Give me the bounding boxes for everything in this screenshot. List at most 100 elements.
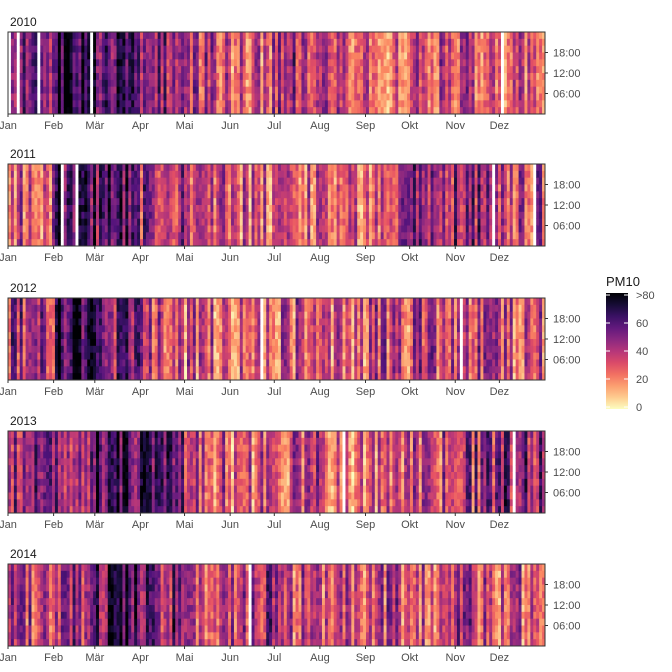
heatmap-cell xyxy=(178,66,182,74)
heatmap-cell xyxy=(19,318,24,326)
heatmap-cell xyxy=(509,79,514,88)
heatmap-cell xyxy=(410,184,414,192)
heatmap-cell xyxy=(43,177,47,185)
heatmap-cell xyxy=(184,73,188,81)
heatmap-cell xyxy=(198,211,203,220)
heatmap-cell xyxy=(316,191,320,199)
heatmap-cell xyxy=(313,86,317,94)
heatmap-cell xyxy=(483,239,487,247)
heatmap-cell xyxy=(119,73,123,81)
heatmap-cell xyxy=(383,218,387,226)
heatmap-cell xyxy=(480,79,484,88)
heatmap-cell xyxy=(125,32,129,40)
heatmap-cell xyxy=(116,79,120,88)
heatmap-cell xyxy=(233,86,238,94)
heatmap-cell xyxy=(201,170,205,179)
heatmap-cell xyxy=(374,232,379,240)
heatmap-cell xyxy=(231,177,235,185)
heatmap-cell xyxy=(10,66,15,74)
heatmap-cell xyxy=(107,325,112,333)
heatmap-cell xyxy=(530,211,534,220)
heatmap-cell xyxy=(43,304,47,313)
heatmap-cell xyxy=(134,170,138,179)
heatmap-cell xyxy=(43,225,47,233)
heatmap-cell xyxy=(454,79,458,88)
heatmap-cell xyxy=(81,177,85,185)
heatmap-cell xyxy=(404,211,408,220)
heatmap-cell xyxy=(483,73,487,81)
heatmap-cell xyxy=(486,32,490,40)
heatmap-cell xyxy=(401,59,405,67)
heatmap-cell xyxy=(69,45,73,53)
heatmap-cell xyxy=(201,66,205,74)
heatmap-cell xyxy=(134,32,138,40)
heatmap-cell xyxy=(84,225,88,233)
heatmap-cell xyxy=(298,218,302,226)
heatmap-cell xyxy=(113,66,117,74)
heatmap-cell xyxy=(336,79,340,88)
heatmap-cell xyxy=(219,191,223,199)
heatmap-cell xyxy=(57,73,62,81)
heatmap-cell xyxy=(401,191,405,199)
heatmap-cell xyxy=(10,38,15,47)
heatmap-cell xyxy=(219,32,223,40)
heatmap-cell xyxy=(424,32,429,40)
heatmap-cell xyxy=(386,66,390,74)
heatmap-cell xyxy=(236,59,241,67)
heatmap-cell xyxy=(128,218,132,226)
heatmap-cell xyxy=(533,45,537,53)
heatmap-cell xyxy=(451,45,455,53)
heatmap-cell xyxy=(474,184,478,192)
heatmap-cell xyxy=(456,52,461,60)
heatmap-cell xyxy=(233,177,238,185)
heatmap-cell xyxy=(424,225,429,233)
heatmap-cell xyxy=(336,205,340,213)
heatmap-cell xyxy=(348,86,352,94)
heatmap-cell xyxy=(81,318,85,326)
heatmap-cell xyxy=(166,232,170,240)
heatmap-cell xyxy=(131,232,135,240)
x-tick-label-Feb: Feb xyxy=(44,120,63,132)
heatmap-cell xyxy=(283,198,288,206)
heatmap-cell xyxy=(28,239,32,247)
heatmap-cell xyxy=(316,164,320,172)
heatmap-cell xyxy=(242,52,247,60)
heatmap-cell xyxy=(521,198,525,206)
heatmap-cell xyxy=(78,170,82,179)
heatmap-cell xyxy=(25,352,29,360)
heatmap-cell xyxy=(386,45,390,53)
heatmap-cell xyxy=(500,100,505,108)
heatmap-cell xyxy=(93,191,97,199)
heatmap-cell xyxy=(75,332,79,340)
heatmap-cell xyxy=(142,73,147,81)
heatmap-cell xyxy=(60,191,65,199)
heatmap-cell xyxy=(137,239,141,247)
heatmap-cell xyxy=(430,191,434,199)
heatmap-cell xyxy=(113,211,117,220)
heatmap-cell xyxy=(28,170,32,179)
heatmap-cell xyxy=(542,45,546,53)
heatmap-cell xyxy=(69,198,73,206)
heatmap-cell xyxy=(536,218,540,226)
heatmap-cell xyxy=(275,79,279,88)
heatmap-cell xyxy=(233,205,238,213)
heatmap-cell xyxy=(465,93,470,101)
heatmap-cell xyxy=(57,45,62,53)
heatmap-cell xyxy=(316,211,320,220)
heatmap-cell xyxy=(160,198,164,206)
heatmap-cell xyxy=(374,177,379,185)
heatmap-cell xyxy=(307,191,311,199)
heatmap-cell xyxy=(37,304,41,313)
heatmap-cell xyxy=(527,100,531,108)
heatmap-cell xyxy=(101,86,106,94)
heatmap-cell xyxy=(54,345,59,354)
heatmap-cell xyxy=(298,239,302,247)
heatmap-cell xyxy=(342,100,346,108)
heatmap-cell xyxy=(363,38,367,47)
heatmap-cell xyxy=(319,79,323,88)
heatmap-cell xyxy=(19,211,24,220)
heatmap-cell xyxy=(269,184,273,192)
heatmap-cell xyxy=(401,170,405,179)
heatmap-cell xyxy=(72,339,76,347)
heatmap-cell xyxy=(213,59,217,67)
